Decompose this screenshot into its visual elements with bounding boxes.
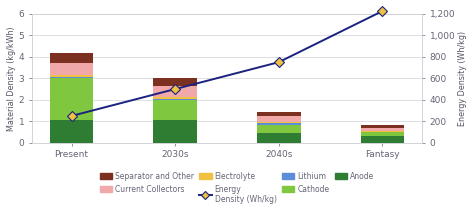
- Bar: [154, 99, 197, 100]
- Bar: [50, 77, 93, 78]
- Bar: [361, 128, 404, 131]
- Y-axis label: Material Density (kg/kWh): Material Density (kg/kWh): [7, 26, 16, 131]
- Bar: [257, 112, 301, 116]
- Bar: [50, 63, 93, 75]
- Bar: [361, 131, 404, 132]
- Bar: [361, 136, 404, 143]
- Legend: Separator and Other, Current Collectors, Electrolyte, Energy
Density (Wh/kg), Li: Separator and Other, Current Collectors,…: [100, 172, 374, 204]
- Bar: [50, 75, 93, 77]
- Bar: [361, 132, 404, 136]
- Bar: [154, 78, 197, 86]
- Bar: [50, 78, 93, 120]
- Bar: [361, 125, 404, 128]
- Bar: [50, 120, 93, 143]
- Bar: [50, 53, 93, 63]
- Bar: [257, 125, 301, 133]
- Bar: [154, 97, 197, 99]
- Bar: [257, 116, 301, 122]
- Bar: [257, 122, 301, 124]
- Bar: [257, 133, 301, 143]
- Bar: [154, 120, 197, 143]
- Bar: [257, 124, 301, 125]
- Bar: [154, 86, 197, 97]
- Y-axis label: Energy Density (Wh/kg): Energy Density (Wh/kg): [458, 31, 467, 126]
- Bar: [154, 100, 197, 120]
